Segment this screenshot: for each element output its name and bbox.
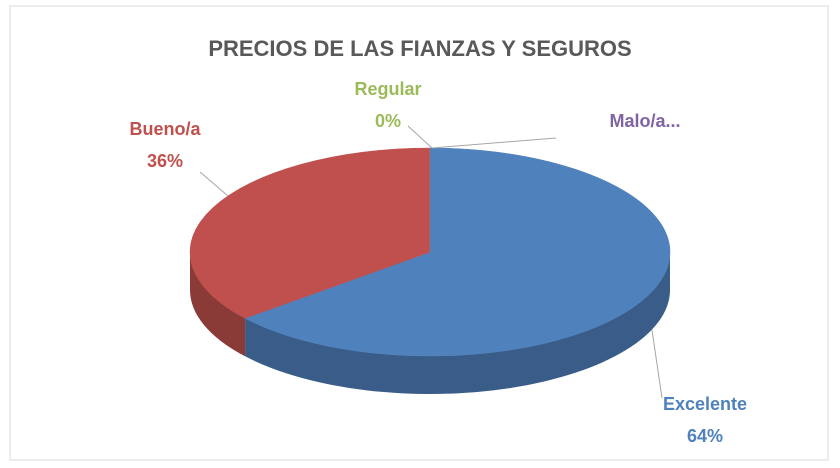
leader-line <box>431 137 557 149</box>
leader-line <box>199 171 229 197</box>
pie-slice-side <box>190 252 246 357</box>
chart-title: PRECIOS DE LAS FIANZAS Y SEGUROS <box>208 36 631 61</box>
category-label: Excelente <box>663 394 747 414</box>
pie-tops <box>189 147 671 357</box>
value-label: 36% <box>147 151 183 171</box>
pie-slice <box>244 147 671 357</box>
leader-line <box>407 125 433 149</box>
category-label: Malo/a... <box>609 111 680 131</box>
value-label: 0% <box>375 111 401 131</box>
pie-slice <box>189 147 431 319</box>
value-label: 64% <box>687 426 723 446</box>
pie-walls <box>190 252 670 394</box>
category-label: Regular <box>354 79 421 99</box>
data-labels: Excelente 64% Bueno/a 36% Regular 0% Malo/a... <box>129 79 747 446</box>
category-label: Bueno/a <box>129 119 201 139</box>
leader-line <box>651 329 663 399</box>
pie-slice-side <box>245 252 670 394</box>
